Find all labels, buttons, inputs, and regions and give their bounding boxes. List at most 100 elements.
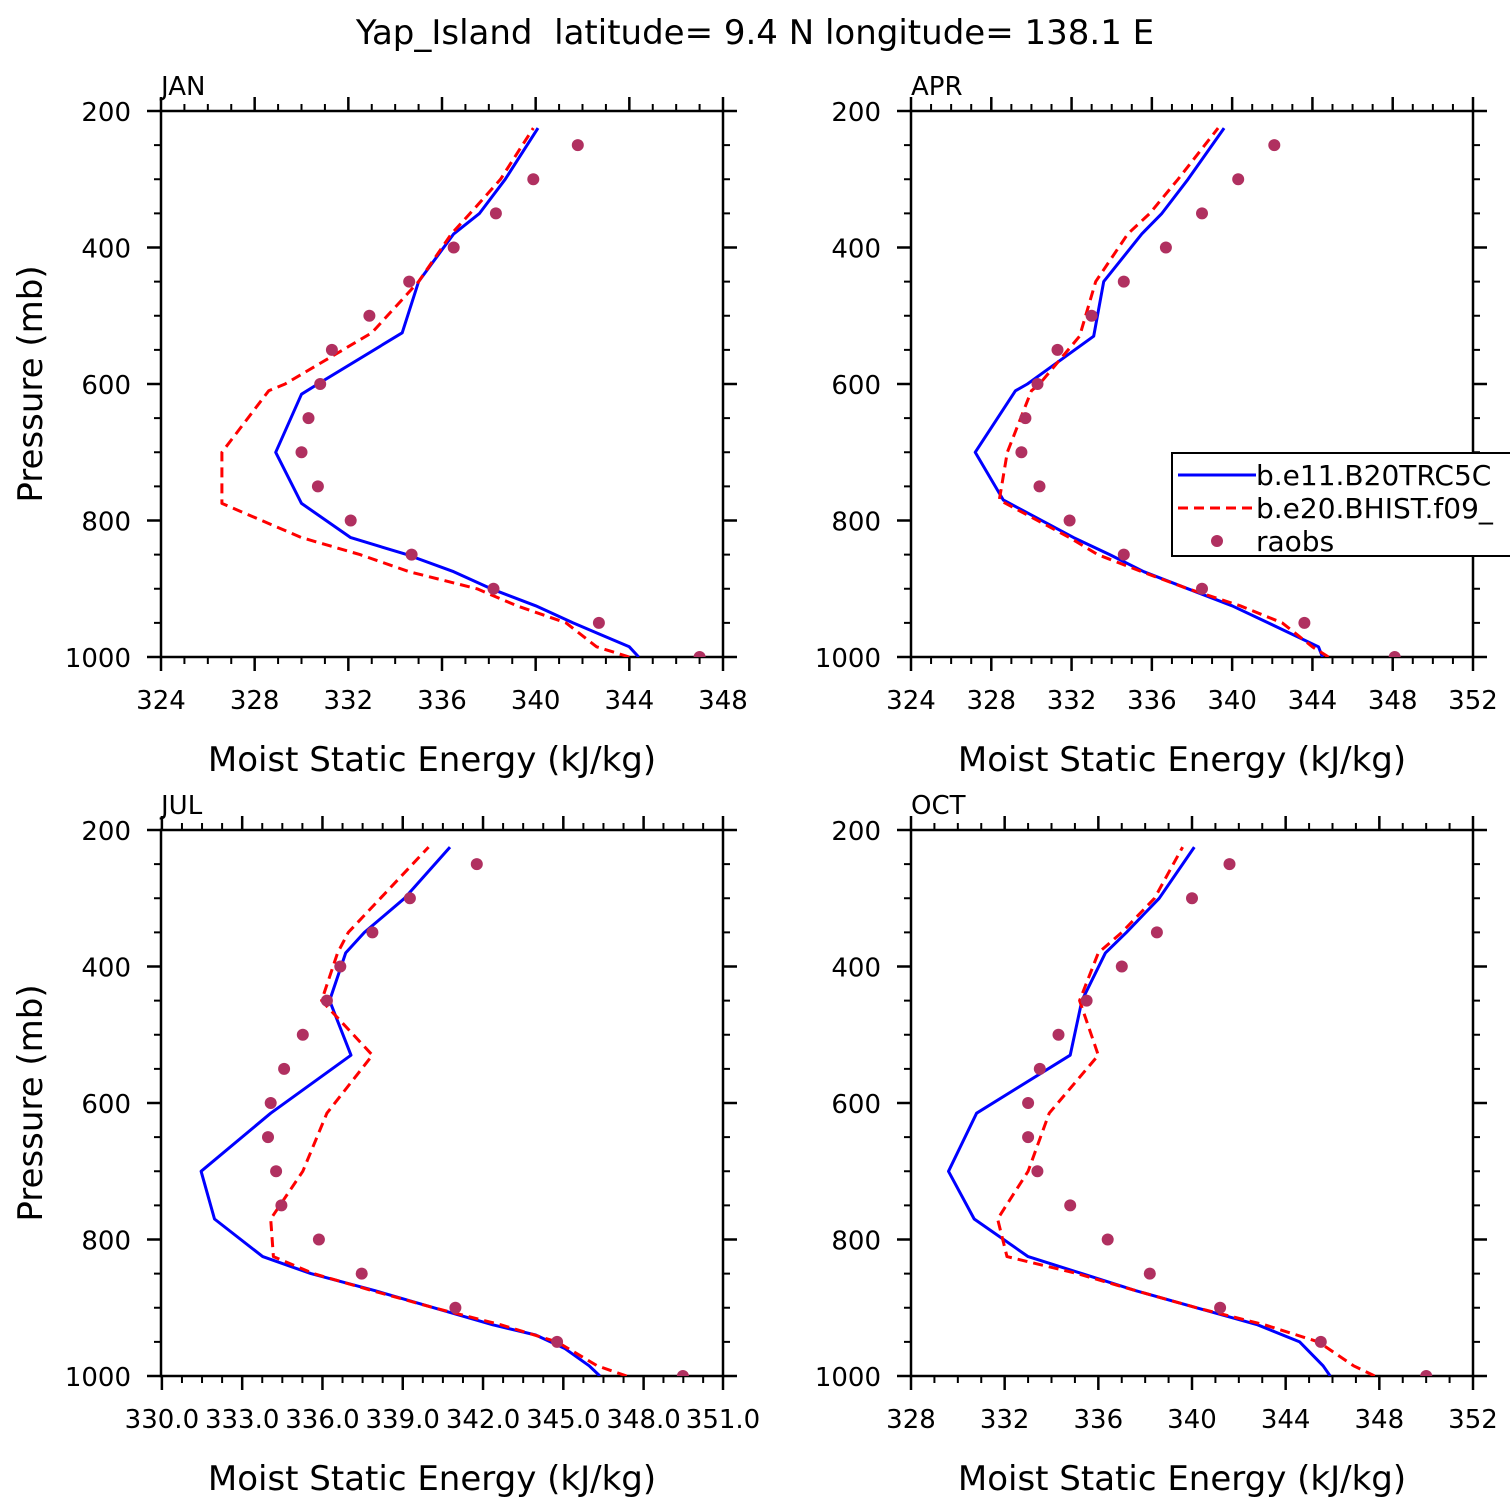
series-line-2 — [269, 846, 628, 1376]
raobs-point — [470, 858, 483, 871]
raobs-point — [325, 343, 338, 356]
series-line-2 — [220, 127, 630, 657]
y-tick-label: 1000 — [815, 644, 881, 674]
x-tick-label: 340 — [1167, 1405, 1217, 1435]
raobs-point — [1019, 412, 1032, 425]
y-tick-label: 200 — [81, 98, 131, 128]
raobs-point — [278, 1062, 291, 1075]
y-tick-label: 800 — [81, 508, 131, 538]
raobs-point — [355, 1267, 368, 1280]
raobs-point — [1150, 926, 1163, 939]
raobs-point — [334, 960, 347, 973]
x-tick-label: 344 — [1288, 686, 1338, 716]
series-line-1 — [973, 127, 1324, 657]
raobs-point — [487, 582, 500, 595]
x-tick-label: 333.0 — [205, 1405, 279, 1435]
x-tick-label: 332 — [324, 686, 374, 716]
raobs-point — [693, 651, 706, 657]
raobs-point — [1232, 173, 1245, 186]
y-tick-label: 200 — [831, 817, 881, 847]
raobs-point — [405, 548, 418, 561]
raobs-point — [1022, 1131, 1035, 1144]
x-tick-label: 328 — [886, 1405, 936, 1435]
raobs-point — [403, 892, 416, 905]
x-tick-label: 339.0 — [366, 1405, 440, 1435]
raobs-point — [275, 1199, 288, 1212]
series-line-2 — [996, 846, 1376, 1376]
x-tick-label: 345.0 — [526, 1405, 600, 1435]
x-tick-label: 332 — [1047, 686, 1097, 716]
y-axis-label: Pressure (mb) — [11, 984, 51, 1221]
raobs-point — [1085, 309, 1098, 322]
x-tick-label: 336 — [1127, 686, 1177, 716]
raobs-point — [1015, 446, 1028, 459]
raobs-point — [1033, 1062, 1046, 1075]
x-tick-label: 332 — [980, 1405, 1030, 1435]
raobs-point — [1388, 651, 1401, 657]
y-axis-label: Pressure (mb) — [11, 265, 51, 502]
series-line-2 — [997, 127, 1330, 657]
legend-label: raobs — [1256, 525, 1334, 558]
plot-data — [199, 846, 689, 1376]
y-tick-label: 1000 — [65, 1363, 131, 1393]
raobs-point — [1420, 1370, 1433, 1376]
raobs-point — [1022, 1097, 1035, 1109]
raobs-point — [1115, 960, 1128, 973]
x-tick-label: 328 — [230, 686, 280, 716]
y-tick-label: 800 — [831, 508, 881, 538]
raobs-point — [1033, 480, 1046, 493]
x-tick-label: 324 — [886, 686, 936, 716]
y-tick-label: 400 — [831, 954, 881, 984]
raobs-point — [1080, 994, 1093, 1007]
y-tick-label: 400 — [831, 235, 881, 265]
raobs-point — [344, 514, 357, 527]
raobs-point — [1298, 616, 1311, 629]
series-line-1 — [947, 846, 1332, 1376]
x-axis-label: Moist Static Energy (kJ/kg) — [208, 1459, 656, 1499]
raobs-point — [363, 309, 376, 322]
raobs-point — [527, 173, 540, 186]
plot-data — [947, 846, 1433, 1376]
y-tick-label: 1000 — [815, 1363, 881, 1393]
raobs-point — [1314, 1335, 1327, 1348]
raobs-point — [1101, 1233, 1114, 1246]
panel-label: OCT — [911, 791, 966, 821]
x-tick-label: 344 — [1261, 1405, 1311, 1435]
panel-label: JUL — [159, 791, 203, 821]
raobs-point — [1223, 858, 1236, 871]
x-axis-label: Moist Static Energy (kJ/kg) — [958, 740, 1406, 780]
raobs-point — [449, 1301, 462, 1314]
raobs-point — [1143, 1267, 1156, 1280]
x-tick-label: 352 — [1448, 686, 1498, 716]
raobs-point — [1052, 1028, 1065, 1041]
raobs-point — [1159, 241, 1172, 254]
raobs-point — [270, 1165, 283, 1178]
x-tick-label: 348 — [698, 686, 748, 716]
y-tick-label: 400 — [81, 235, 131, 265]
x-tick-label: 336 — [417, 686, 467, 716]
raobs-point — [1186, 892, 1198, 905]
raobs-point — [1063, 514, 1076, 527]
x-tick-label: 328 — [966, 686, 1016, 716]
y-tick-label: 200 — [81, 817, 131, 847]
raobs-point — [592, 616, 605, 629]
y-tick-label: 1000 — [65, 644, 131, 674]
raobs-point — [551, 1335, 564, 1348]
legend-marker-raobs — [1211, 535, 1223, 547]
y-tick-label: 600 — [831, 1090, 881, 1120]
raobs-point — [1117, 275, 1130, 288]
raobs-point — [1064, 1199, 1077, 1212]
x-tick-label: 336.0 — [285, 1405, 359, 1435]
raobs-point — [262, 1131, 274, 1144]
raobs-point — [1214, 1301, 1227, 1314]
y-tick-label: 200 — [831, 98, 881, 128]
plot-data — [220, 127, 706, 657]
x-tick-label: 344 — [605, 686, 655, 716]
panel-jul: 200 400 600 800 1000 330.0 333.0 336.0 339.0 342.… — [11, 791, 760, 1499]
raobs-point — [489, 207, 502, 220]
series-line-1 — [274, 127, 640, 657]
